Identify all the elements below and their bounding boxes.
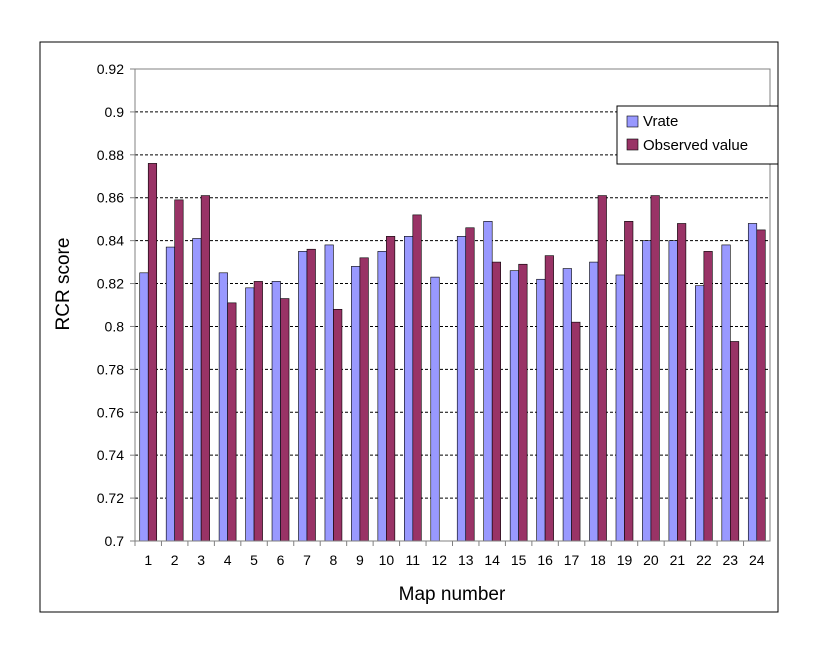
bar-vrate-9	[351, 266, 361, 542]
x-tick-label: 15	[511, 552, 527, 568]
bar-vrate-6	[271, 281, 281, 542]
bar-vrate-14	[483, 221, 493, 542]
bar-observed-21	[677, 223, 687, 542]
legend-swatch-vrate	[626, 115, 639, 128]
bar-observed-4	[227, 302, 237, 542]
x-tick-label: 14	[484, 552, 500, 568]
x-tick-label: 11	[406, 552, 421, 568]
bar-observed-5	[253, 281, 263, 542]
bar-observed-18	[597, 195, 607, 542]
legend-label-vrate: Vrate	[643, 113, 678, 130]
x-tick-label: 16	[537, 552, 553, 568]
bar-observed-24	[756, 229, 766, 542]
bar-vrate-22	[695, 285, 705, 542]
y-tick-label: 0.72	[97, 490, 124, 506]
x-tick-label: 2	[171, 552, 179, 568]
bar-observed-3	[200, 195, 210, 542]
bar-vrate-17	[562, 268, 572, 542]
bar-vrate-10	[377, 251, 387, 542]
x-tick-label: 13	[458, 552, 474, 568]
bar-observed-16	[544, 255, 554, 542]
bar-observed-22	[703, 251, 713, 542]
x-tick-label: 23	[723, 552, 739, 568]
bar-vrate-16	[536, 278, 546, 542]
x-tick-label: 20	[643, 552, 659, 568]
y-tick-label: 0.86	[97, 190, 124, 206]
bar-vrate-13	[456, 236, 467, 542]
x-tick-label: 1	[144, 552, 152, 568]
bar-observed-19	[624, 221, 634, 542]
bar-vrate-23	[721, 244, 731, 542]
x-tick-label: 8	[330, 552, 338, 568]
bar-observed-17	[571, 321, 581, 542]
y-tick-label: 0.92	[97, 61, 124, 77]
x-tick-label: 10	[379, 552, 395, 568]
x-tick-label: 17	[564, 552, 580, 568]
x-tick-label: 3	[197, 552, 205, 568]
legend-swatch-observed	[626, 138, 639, 151]
bar-observed-15	[518, 263, 528, 542]
bar-vrate-2	[165, 246, 175, 542]
bar-vrate-7	[298, 251, 308, 542]
bar-vrate-4	[218, 272, 228, 542]
bar-observed-6	[280, 298, 290, 542]
bar-vrate-15	[509, 270, 519, 542]
bar-observed-11	[412, 214, 422, 542]
bar-observed-7	[306, 248, 316, 542]
bar-vrate-24	[747, 223, 758, 542]
y-tick-label: 0.88	[97, 147, 124, 163]
x-axis-tick-labels: 1 2 3 4 5 6 7 8 9 10 11 12 13 14 15 16 17 18 19 20 21 22 23 24	[144, 552, 764, 568]
gridlines	[130, 68, 770, 546]
x-tick-label: 12	[431, 552, 447, 568]
x-tick-label: 19	[617, 552, 633, 568]
plot-area-frame	[134, 68, 771, 542]
y-axis-title: RCR score	[53, 238, 74, 331]
bar-vrate-21	[668, 240, 678, 542]
legend: Vrate Observed value	[616, 105, 779, 165]
bar-observed-8	[333, 308, 343, 542]
y-tick-label: 0.76	[97, 404, 124, 420]
bar-observed-14	[491, 261, 501, 542]
bar-vrate-8	[324, 244, 334, 542]
bar-vrate-1	[139, 272, 149, 542]
legend-box	[616, 105, 779, 165]
x-tick-label: 24	[749, 552, 765, 568]
bar-vrate-20	[642, 240, 652, 542]
x-axis-title: Map number	[399, 584, 506, 605]
x-tick-label: 22	[696, 552, 712, 568]
x-tick-label: 9	[356, 552, 364, 568]
bar-vrate-11	[404, 236, 414, 542]
bar-observed-23	[730, 341, 740, 542]
bar-vrate-19	[615, 274, 625, 542]
legend-label-observed: Observed value	[643, 137, 748, 154]
y-tick-label: 0.74	[97, 447, 124, 463]
bar-observed-10	[386, 236, 396, 542]
x-tick-label: 6	[277, 552, 285, 568]
y-tick-label: 0.82	[97, 276, 124, 292]
y-tick-label: 0.7	[105, 533, 125, 549]
bar-vrate-5	[245, 287, 255, 542]
bar-vrate-18	[589, 261, 599, 542]
bar-observed-13	[465, 227, 475, 542]
x-tick-label: 7	[303, 552, 311, 568]
bar-vrate-12	[430, 276, 440, 542]
x-tick-label: 4	[224, 552, 232, 568]
y-axis-tick-labels: 0.7 0.72 0.74 0.76 0.78 0.8 0.82 0.84 0.86 0.88 0.…	[97, 61, 124, 549]
bar-observed-20	[650, 195, 660, 542]
y-tick-label: 0.9	[105, 104, 125, 120]
bar-observed-2	[174, 199, 184, 542]
y-tick-label: 0.78	[97, 361, 124, 377]
x-tick-label: 21	[670, 552, 686, 568]
x-tick-label: 18	[590, 552, 606, 568]
y-tick-label: 0.8	[105, 318, 125, 334]
bar-observed-1	[147, 163, 158, 542]
x-tick-label: 5	[250, 552, 258, 568]
y-tick-label: 0.84	[97, 233, 124, 249]
bar-vrate-3	[192, 238, 202, 542]
bar-observed-9	[359, 257, 369, 542]
